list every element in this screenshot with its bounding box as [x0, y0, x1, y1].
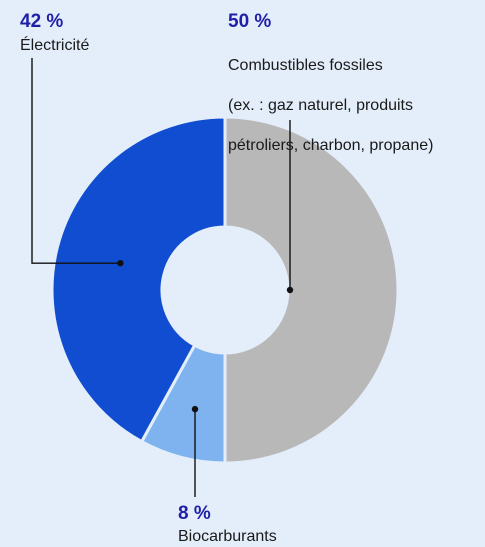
biocarburants-percent-label: 8 % [178, 503, 211, 524]
electricite-label: Électricité [20, 37, 90, 54]
electricite-leader-line [31, 58, 121, 264]
combustibles-fossiles-percent-label: 50 % [228, 11, 272, 32]
combustibles-fossiles-label-line-2: (ex. : gaz naturel, produits [228, 97, 413, 114]
combustibles-fossiles-label-line-1: Combustibles fossiles [228, 57, 383, 74]
electricite-percent-label: 42 % [20, 11, 64, 32]
combustibles-fossiles-label: Combustibles fossiles (ex. : gaz naturel… [228, 36, 433, 176]
electricite-leader-dot [117, 259, 124, 267]
biocarburants-label: Biocarburants [178, 528, 277, 545]
donut-slice-combustibles-fossiles [223, 115, 400, 465]
biocarburants-leader-dot [191, 405, 199, 413]
combustibles-fossiles-label-line-3: pétroliers, charbon, propane) [228, 137, 434, 154]
combustibles-fossiles-leader-dot [286, 286, 294, 294]
donut-slice-electricite [50, 115, 227, 444]
